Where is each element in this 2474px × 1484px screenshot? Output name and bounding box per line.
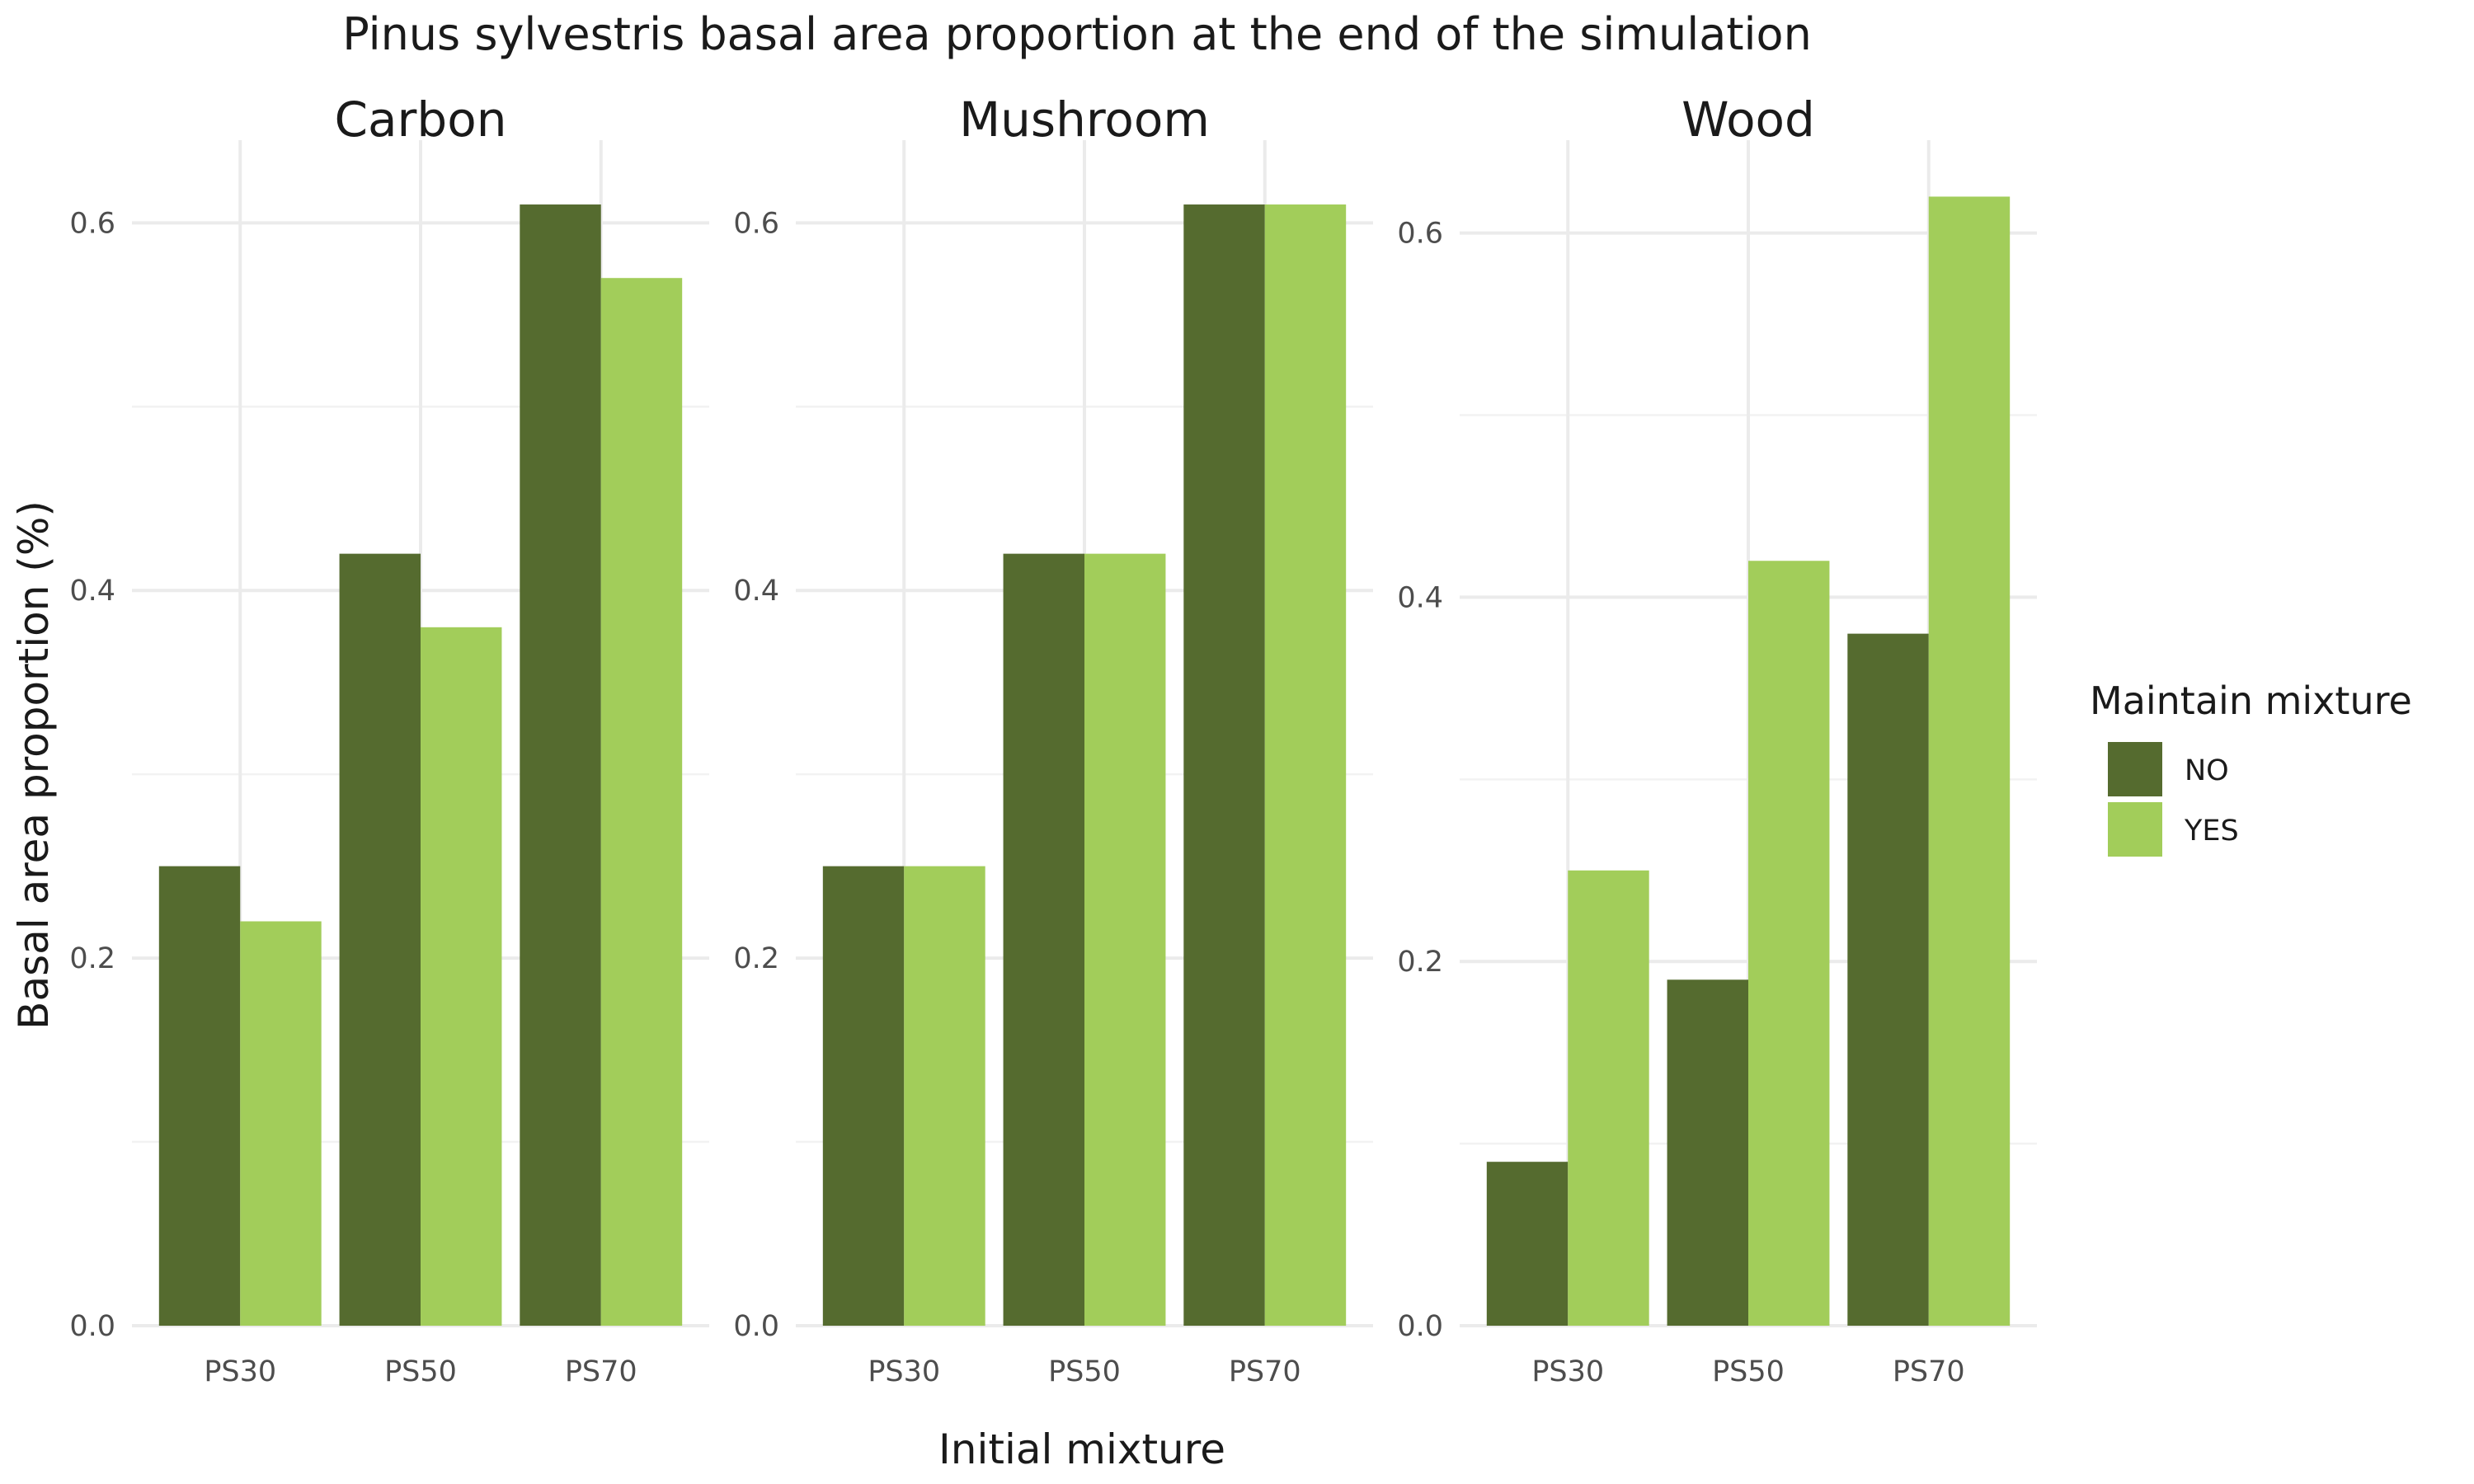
x-tick-label: PS70 — [1893, 1355, 1965, 1388]
legend-key-yes — [2108, 802, 2162, 857]
facet-label: Carbon — [335, 92, 507, 148]
y-axis-label: Basal area proportion (%) — [10, 500, 58, 1030]
bar-carbon-ps70-yes — [600, 278, 683, 1327]
x-tick-label: PS70 — [1229, 1355, 1301, 1388]
y-tick-label: 0.4 — [1397, 581, 1443, 614]
y-tick-label: 0.6 — [1397, 218, 1443, 251]
y-tick-label: 0.2 — [1397, 946, 1443, 979]
facet-label: Wood — [1681, 92, 1815, 148]
bar-carbon-ps30-yes — [240, 921, 322, 1326]
y-tick-label: 0.4 — [733, 575, 779, 608]
facet-wood: 0.0 0.2 0.4 0.6 PS30 PS50 PS70 Wood — [1397, 92, 2037, 1388]
y-tick-label: 0.0 — [733, 1310, 779, 1343]
x-tick-label: PS30 — [868, 1355, 940, 1388]
y-tick-label: 0.0 — [1397, 1310, 1443, 1343]
facet-label: Mushroom — [959, 92, 1210, 148]
bar-mushroom-ps30-no — [822, 866, 905, 1326]
bar-carbon-ps30-no — [158, 866, 241, 1326]
bar-mushroom-ps50-yes — [1084, 553, 1166, 1326]
y-tick-label: 0.2 — [69, 942, 115, 975]
legend-title: Maintain mixture — [2090, 679, 2412, 723]
x-tick-label: PS50 — [1712, 1355, 1785, 1388]
y-tick-label: 0.0 — [69, 1310, 115, 1343]
x-axis-label: Initial mixture — [938, 1425, 1225, 1473]
legend-label-no: NO — [2185, 754, 2229, 787]
chart-title: Pinus sylvestris basal area proportion a… — [342, 8, 1812, 60]
facet-mushroom: 0.0 0.2 0.4 0.6 PS30 PS50 PS70 Mushroom — [733, 92, 1373, 1388]
bar-carbon-ps50-yes — [421, 627, 502, 1326]
legend-key-no — [2108, 742, 2162, 796]
x-tick-label: PS50 — [1048, 1355, 1121, 1388]
x-tick-label: PS70 — [565, 1355, 637, 1388]
x-tick-label: PS50 — [384, 1355, 457, 1388]
legend: Maintain mixture NO YES — [2090, 679, 2412, 857]
bar-mushroom-ps70-yes — [1264, 204, 1347, 1326]
y-tick-label: 0.6 — [69, 207, 115, 240]
bar-carbon-ps70-no — [520, 204, 601, 1326]
bar-wood-ps70-yes — [1928, 196, 2011, 1326]
bar-mushroom-ps50-no — [1003, 553, 1084, 1326]
bar-mushroom-ps70-no — [1183, 204, 1265, 1326]
bar-wood-ps70-no — [1847, 633, 1929, 1326]
y-tick-label: 0.6 — [733, 207, 779, 240]
x-tick-label: PS30 — [1531, 1355, 1604, 1388]
bar-carbon-ps50-no — [339, 553, 421, 1326]
bar-wood-ps50-yes — [1748, 561, 1830, 1326]
x-tick-label: PS30 — [204, 1355, 276, 1388]
legend-label-yes: YES — [2184, 815, 2239, 848]
bar-wood-ps30-yes — [1568, 870, 1649, 1326]
facet-carbon: 0.0 0.2 0.4 0.6 PS30 PS50 PS70 Carbon — [69, 92, 709, 1388]
bar-wood-ps50-no — [1667, 979, 1748, 1326]
bar-mushroom-ps30-yes — [904, 866, 985, 1326]
bar-wood-ps30-no — [1486, 1162, 1569, 1326]
y-tick-label: 0.2 — [733, 942, 779, 975]
y-tick-label: 0.4 — [69, 575, 115, 608]
